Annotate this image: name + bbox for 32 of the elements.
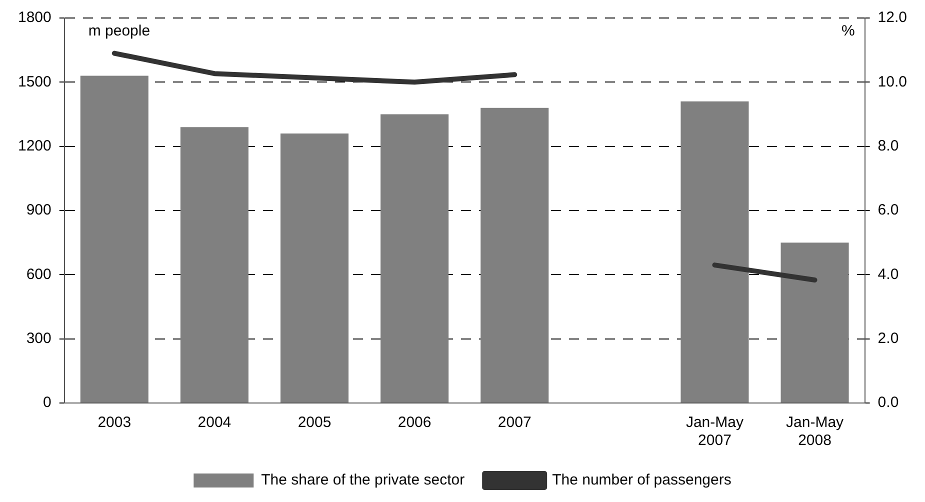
y2-tick-label: 12.0 — [878, 9, 908, 26]
y-axis-title: m people — [88, 22, 150, 40]
y-tick-label: 1500 — [18, 73, 52, 90]
y2-tick-label: 6.0 — [878, 202, 899, 219]
x-tick-label: Jan-May 2007 — [686, 414, 744, 450]
x-tick-label: 2005 — [298, 414, 332, 432]
y2-tick-label: 10.0 — [878, 73, 908, 90]
x-tick-label: 2004 — [198, 414, 232, 432]
y2-tick-label: 8.0 — [878, 137, 899, 154]
y-tick-label: 1200 — [18, 137, 52, 154]
bar — [280, 134, 349, 402]
bar — [80, 76, 148, 402]
y-tick-label: 1800 — [18, 9, 52, 26]
x-tick-label: 2006 — [398, 414, 432, 432]
y-tick-label: 900 — [26, 202, 52, 219]
y2-tick-label: 2.0 — [878, 330, 899, 347]
x-tick-label: 2003 — [98, 414, 132, 432]
x-tick-label: 2007 — [498, 414, 532, 432]
y2-tick-label: 0.0 — [878, 394, 899, 412]
y-tick-label: 300 — [26, 330, 52, 347]
y-tick-label: 600 — [26, 266, 52, 283]
y2-tick-label: 4.0 — [878, 266, 899, 283]
bar — [480, 108, 549, 402]
bar — [380, 114, 449, 402]
legend-label: The number of passengers — [552, 472, 732, 489]
bar — [780, 242, 849, 402]
legend-label: The share of the private sector — [261, 472, 465, 489]
y-tick-label: 0 — [43, 394, 52, 412]
x-tick-label: Jan-May 2008 — [786, 414, 844, 450]
bar — [680, 101, 749, 402]
bar — [180, 127, 248, 402]
y2-axis-title: % — [841, 22, 855, 40]
